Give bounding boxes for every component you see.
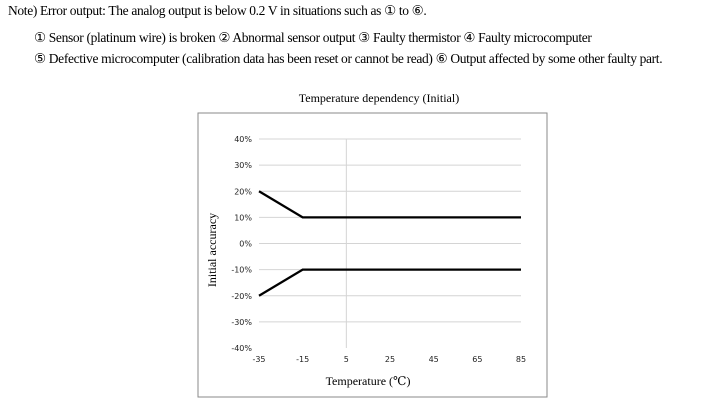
- x-tick-label: -15: [296, 355, 309, 364]
- y-tick-label: -20%: [231, 292, 252, 301]
- y-axis-title: Initial accuracy: [205, 213, 219, 287]
- y-tick-label: 40%: [234, 135, 252, 144]
- y-tick-label: 0%: [239, 240, 252, 249]
- error-cause-list-line-2: ⑤ Defective microcomputer (calibration d…: [34, 51, 663, 66]
- x-tick-label: 65: [472, 355, 482, 364]
- error-output-note: Note) Error output: The analog output is…: [8, 3, 427, 18]
- y-tick-label: 30%: [234, 161, 252, 170]
- x-tick-label: 85: [516, 355, 526, 364]
- y-tick-label: 10%: [234, 213, 252, 222]
- y-tick-label: -40%: [231, 344, 252, 353]
- chart-series: [258, 190, 521, 297]
- x-axis-title: Temperature (℃): [326, 374, 411, 388]
- series-line-1: [258, 268, 521, 297]
- chart-frame: [197, 112, 548, 398]
- y-tick-label: -10%: [231, 266, 252, 275]
- chart-title: Temperature dependency (Initial): [299, 91, 459, 105]
- x-tick-label: 5: [344, 355, 349, 364]
- x-tick-label: 25: [385, 355, 395, 364]
- y-tick-label: -30%: [231, 318, 252, 327]
- chart-tick-labels: 40% 30% 20% 10% 0% -10% -20% -30% -40%-35 -15 5 25 4…: [231, 135, 526, 364]
- x-tick-label: 45: [429, 355, 439, 364]
- y-tick-label: 20%: [234, 187, 252, 196]
- error-cause-list-line-1: ① Sensor (platinum wire) is broken ② Abn…: [34, 30, 592, 45]
- x-tick-label: -35: [252, 355, 265, 364]
- series-line-0: [258, 190, 521, 219]
